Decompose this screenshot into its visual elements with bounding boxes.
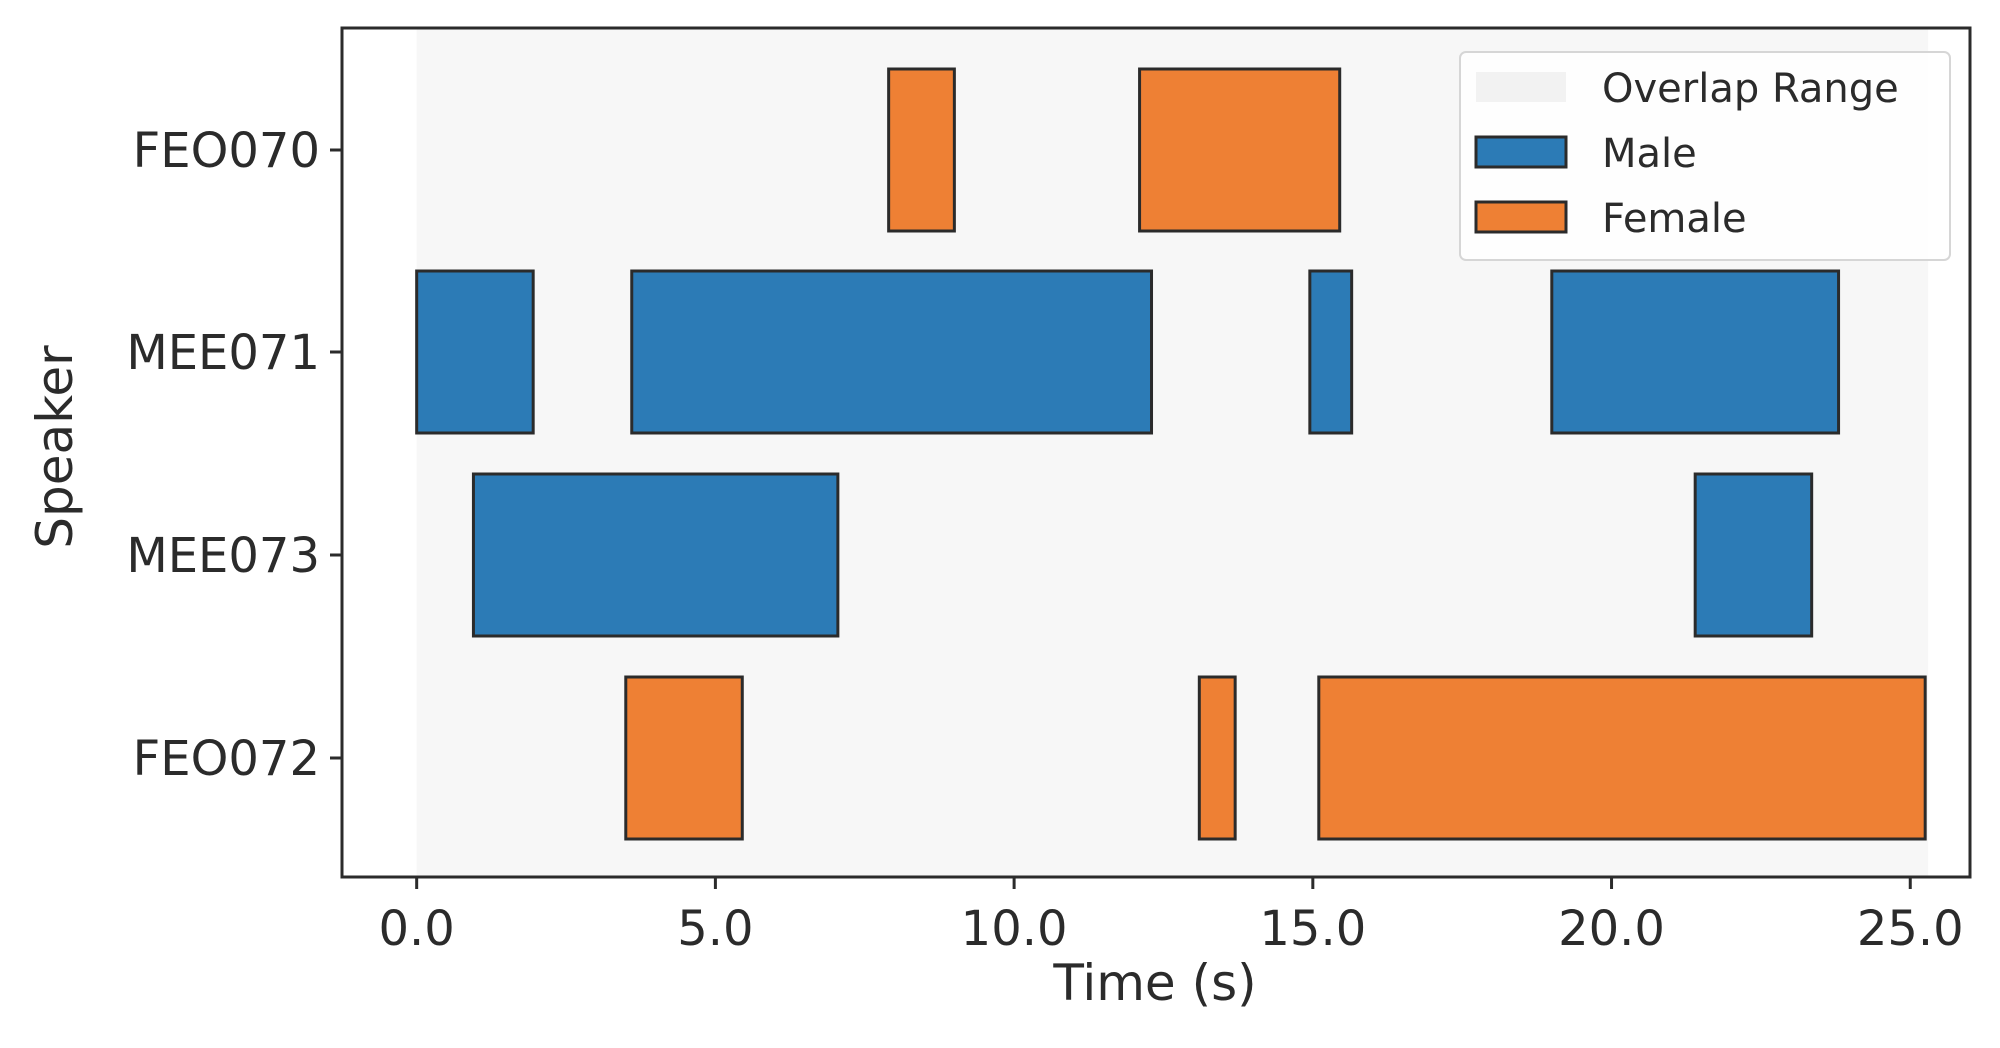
bar-female-feo070-0 [887,67,956,233]
y-tick-label-mee071: MEE071 [126,325,320,381]
legend-swatch-overlap-range [1476,72,1566,102]
x-tick-label-5: 25.0 [1857,901,1964,957]
legend-label-male: Male [1602,131,1697,177]
bar-female-feo072-2 [624,675,744,841]
bar-male-mee071-0 [415,269,535,435]
x-tick-label-4: 20.0 [1558,901,1665,957]
bar-female-feo070-1 [1138,67,1342,233]
bar-female-feo072-3 [1197,675,1237,841]
bar-female-feo072-4 [1317,675,1927,841]
axes: 0.0 5.0 10.0 15.0 20.0 25.0 FEO070 MEE071 MEE073… [126,26,1972,957]
bar-male-mee073-4 [471,472,840,638]
legend-label-female: Female [1602,196,1747,242]
bar-male-mee071-2 [1308,269,1354,435]
y-axis-title: Speaker [26,345,84,549]
x-tick-label-1: 5.0 [677,901,753,957]
x-tick-label-0: 0.0 [379,901,455,957]
legend-frame [1459,51,1951,261]
y-tick-label-feo072: FEO072 [133,731,320,787]
y-tick-label-mee073: MEE073 [126,528,320,584]
bar-male-mee071-1 [630,269,1154,435]
y-tick-label-feo070: FEO070 [133,123,320,179]
legend-swatch-male [1474,135,1568,169]
x-tick-label-2: 10.0 [961,901,1068,957]
bar-male-mee071-3 [1550,269,1841,435]
x-axis-title: Time (s) [1052,954,1256,1012]
legend-label-overlap-range: Overlap Range [1602,66,1899,112]
bar-male-mee073-5 [1693,472,1814,638]
legend-swatch-female [1474,200,1568,234]
legend: Overlap Range Male Female [1459,51,1951,261]
x-tick-label-3: 15.0 [1259,901,1366,957]
plot-frame [340,26,1972,879]
